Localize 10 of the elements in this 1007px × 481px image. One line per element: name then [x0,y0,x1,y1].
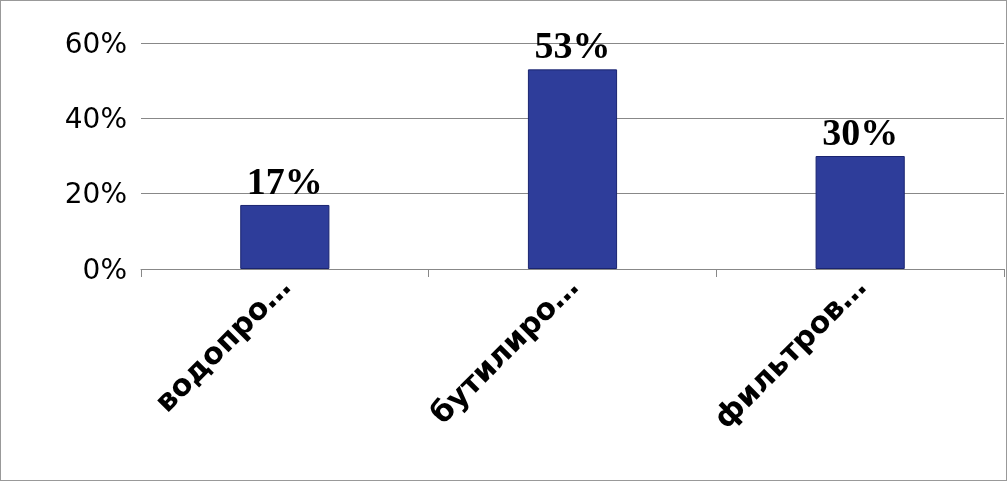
y-tick-label: 60% [64,26,127,60]
bar [527,69,618,269]
data-label: 17% [246,159,323,202]
data-label: 53% [534,24,611,67]
bar [240,204,330,269]
data-label: 30% [822,111,899,153]
bar [815,156,905,269]
y-tick-label: 20% [64,177,127,211]
y-tick-label: 0% [82,252,127,286]
y-tick-label: 40% [64,101,127,135]
